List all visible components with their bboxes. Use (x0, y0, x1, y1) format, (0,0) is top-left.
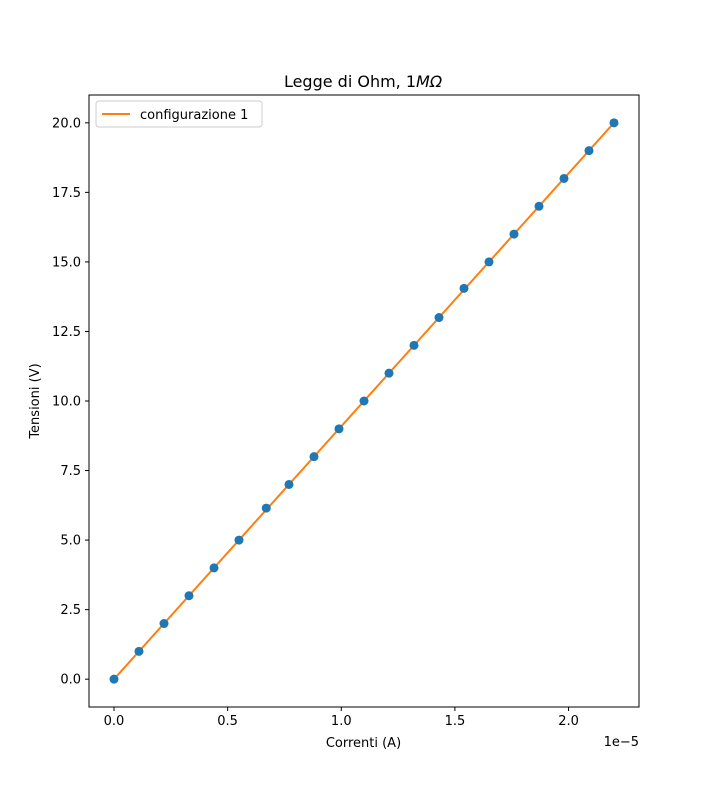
y-tick-label: 2.5 (60, 603, 81, 618)
y-tick-label: 12.5 (52, 325, 81, 340)
data-point (134, 646, 144, 656)
x-tick-label: 0.0 (104, 714, 125, 729)
data-point (159, 619, 169, 629)
data-point (559, 173, 569, 183)
data-point (484, 257, 494, 267)
data-point (109, 674, 119, 684)
data-point (234, 535, 244, 545)
data-point (284, 479, 294, 489)
chart-title: Legge di Ohm, 1MΩ (284, 72, 443, 91)
y-tick-label: 20.0 (52, 116, 81, 131)
axes-frame (88, 94, 640, 708)
y-tick-label: 5.0 (60, 534, 81, 549)
data-point (584, 146, 594, 156)
legend: configurazione 1 (95, 100, 263, 128)
y-tick-label: 7.5 (60, 464, 81, 479)
data-point (534, 201, 544, 211)
x-axis-offset-text: 1e−5 (604, 735, 639, 750)
y-tick-label: 0.0 (60, 673, 81, 688)
x-axis-label: Correnti (A) (326, 736, 401, 751)
y-tick-label: 15.0 (52, 255, 81, 270)
y-axis-label: Tensioni (V) (28, 363, 43, 439)
data-point (309, 452, 319, 462)
chart-title-math: MΩ (416, 72, 443, 91)
data-point (609, 118, 619, 128)
x-tick-label: 1.0 (331, 714, 352, 729)
data-point (209, 563, 219, 573)
chart-title-text: Legge di Ohm, 1 (284, 72, 416, 91)
legend-box (95, 100, 263, 128)
plot-area: 0.0 0.5 1.0 1.5 2.0 0.0 2.5 5.0 7.5 10.0 12.5 15.0 1… (52, 94, 640, 729)
x-tick-label: 0.5 (217, 714, 238, 729)
data-point (359, 396, 369, 406)
data-point (261, 503, 271, 513)
data-point (434, 313, 444, 323)
legend-label-configurazione-1: configurazione 1 (140, 108, 248, 123)
data-point (409, 340, 419, 350)
data-point (459, 283, 469, 293)
data-point (509, 229, 519, 239)
data-point (184, 591, 194, 601)
data-point (334, 424, 344, 434)
y-tick-label: 17.5 (52, 186, 81, 201)
y-tick-label: 10.0 (52, 395, 81, 410)
data-point (384, 368, 394, 378)
x-tick-label: 2.0 (558, 714, 579, 729)
x-tick-label: 1.5 (445, 714, 466, 729)
